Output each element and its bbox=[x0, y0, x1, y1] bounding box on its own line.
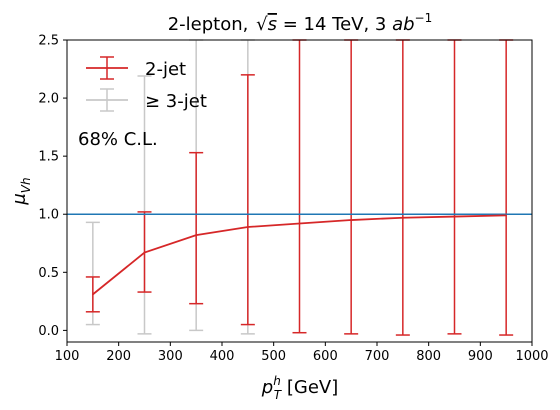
y-tick-label: 0.5 bbox=[38, 266, 59, 281]
legend-label-3-jet: ≥ 3-jet bbox=[145, 91, 207, 112]
legend: 2-jet ≥ 3-jet bbox=[86, 56, 207, 112]
series-2-jet-point bbox=[505, 214, 507, 217]
x-tick-label: 300 bbox=[158, 349, 183, 364]
series-2-jet-point bbox=[402, 216, 404, 219]
series-2-jet-point bbox=[298, 222, 301, 225]
series-2-jet-point bbox=[453, 215, 456, 218]
series-2-jet-point bbox=[350, 219, 352, 221]
y-tick-label: 1.5 bbox=[38, 150, 59, 165]
plot-area bbox=[67, 39, 532, 336]
x-tick-label: 700 bbox=[365, 349, 390, 364]
y-tick-label: 2.5 bbox=[38, 34, 59, 49]
x-tick-label: 1000 bbox=[515, 349, 548, 364]
legend-entry-3-jet: ≥ 3-jet bbox=[86, 88, 207, 112]
y-tick-label: 1.0 bbox=[38, 208, 59, 223]
x-tick-label: 600 bbox=[313, 349, 338, 364]
chart-title: 2-lepton, √s = 14 TeV, 3 ab−1 bbox=[168, 11, 433, 35]
y-tick-label: 0.0 bbox=[38, 324, 59, 339]
x-tick-label: 400 bbox=[210, 349, 235, 364]
legend-entry-2-jet: 2-jet bbox=[86, 56, 186, 80]
x-tick-label: 500 bbox=[261, 349, 286, 364]
confidence-level-annotation: 68% C.L. bbox=[78, 129, 158, 150]
y-axis-label: μVh bbox=[9, 177, 33, 205]
series-2-jet-point bbox=[92, 293, 94, 296]
y-axis: 0.0 0.5 1.0 1.5 2.0 2.5 bbox=[38, 34, 67, 339]
x-axis-label: ph T [GeV] bbox=[261, 374, 339, 402]
x-tick-label: 100 bbox=[55, 349, 80, 364]
x-tick-label: 200 bbox=[106, 349, 131, 364]
series-2-jet-point bbox=[143, 251, 146, 254]
y-tick-label: 2.0 bbox=[38, 92, 59, 107]
series-2-jet-point bbox=[195, 234, 197, 236]
x-tick-label: 900 bbox=[468, 349, 493, 364]
x-tick-label: 800 bbox=[416, 349, 441, 364]
axes-frame bbox=[66, 39, 533, 343]
x-axis: 100 200 300 400 500 600 700 800 900 1000 bbox=[55, 342, 549, 364]
legend-label-2-jet: 2-jet bbox=[145, 59, 186, 80]
series-2-jet-point bbox=[247, 226, 249, 228]
